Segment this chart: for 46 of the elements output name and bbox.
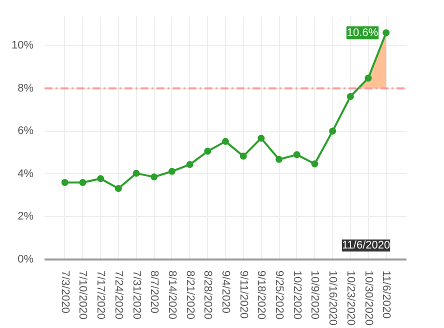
x-tick-label: 7/3/2020 <box>58 270 71 314</box>
point <box>150 173 158 180</box>
x-tick-label: 7/17/2020 <box>94 270 107 320</box>
point <box>132 170 140 177</box>
x-tick-label: 7/10/2020 <box>76 270 89 320</box>
x-tick-label: 11/6/2020 <box>380 270 392 319</box>
point <box>240 152 247 160</box>
y-tick-label: 6% <box>18 125 34 138</box>
point <box>382 29 390 36</box>
x-tick-label: 9/11/2020 <box>237 270 250 319</box>
point <box>114 184 122 192</box>
point <box>258 134 265 142</box>
x-tick-label: 9/18/2020 <box>255 270 268 320</box>
x-tick-label: 8/7/2020 <box>148 270 160 314</box>
x-tick-label: 10/23/2020 <box>344 270 356 326</box>
annotation: 11/6/2020 <box>342 240 390 252</box>
y-tick-label: 10% <box>11 40 34 52</box>
point <box>61 179 68 186</box>
point <box>222 138 229 145</box>
x-tick-label: 10/2/2020 <box>290 270 303 320</box>
x-tick-label: 7/24/2020 <box>112 270 124 320</box>
point <box>79 179 86 186</box>
point <box>97 175 104 182</box>
y-tick-label: 0% <box>18 254 34 266</box>
x-tick-label: 8/14/2020 <box>166 270 178 320</box>
y-tick-label: 8% <box>18 82 34 94</box>
x-tick-label: 10/16/2020 <box>326 270 339 326</box>
x-tick-label: 8/28/2020 <box>202 270 214 320</box>
point <box>311 160 318 168</box>
point <box>364 74 372 82</box>
point <box>293 151 300 158</box>
x-tick-label: 10/9/2020 <box>308 270 321 320</box>
y-tick-label: 2% <box>18 210 34 223</box>
y-tick-label: 4% <box>18 168 34 180</box>
x-tick-label: 9/25/2020 <box>273 270 286 320</box>
point <box>329 128 336 135</box>
point <box>168 168 176 175</box>
x-tick-label: 8/21/2020 <box>184 270 196 320</box>
point <box>276 156 283 163</box>
data-label: 10.6% <box>346 26 378 39</box>
point <box>186 161 194 168</box>
x-tick-label: 9/4/2020 <box>220 270 232 314</box>
x-tick-label: 7/31/2020 <box>130 270 142 320</box>
x-tick-label: 10/30/2020 <box>362 270 374 326</box>
point <box>204 148 212 155</box>
point <box>346 93 354 100</box>
